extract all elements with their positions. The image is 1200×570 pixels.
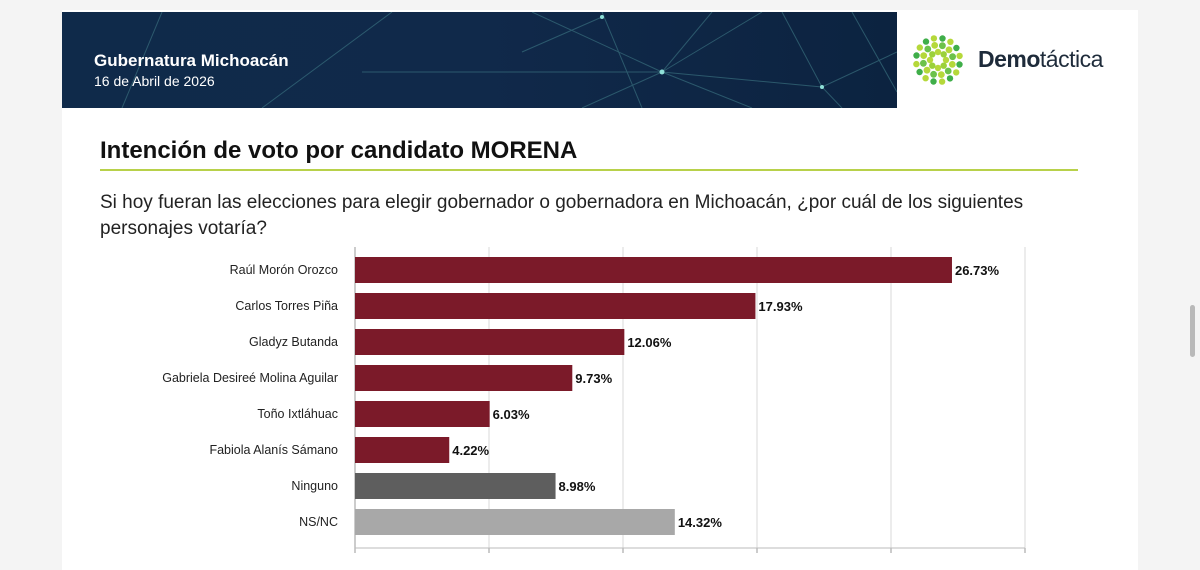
category-label: NS/NC [299, 515, 338, 529]
brand-name-light: táctica [1039, 46, 1103, 72]
logo-dot [916, 68, 923, 76]
logo-dot [939, 42, 946, 50]
logo-dot [931, 42, 939, 49]
data-label: 26.73% [955, 263, 1000, 278]
logo-dot [937, 71, 945, 78]
header-title: Gubernatura Michoacán [94, 51, 289, 70]
logo-dot [929, 51, 936, 58]
logo-dot [944, 67, 952, 75]
data-label: 8.98% [559, 479, 596, 494]
bar-chart: Raúl Morón Orozco 26.73% Carlos Torres Piñ… [162, 247, 1026, 553]
logo-dot [923, 66, 931, 74]
data-label: 9.73% [575, 371, 612, 386]
logo-dot [940, 62, 947, 69]
bar [355, 365, 573, 391]
logo-dot [930, 70, 937, 78]
logo-dot [946, 75, 954, 82]
logo-dot [922, 75, 929, 82]
logo-dot [922, 38, 930, 45]
category-label: Gladyz Butanda [249, 335, 338, 349]
logo-dot [934, 48, 942, 56]
brand-name-bold: Demo [978, 46, 1040, 72]
title-underline [100, 169, 1078, 171]
category-label: Ninguno [291, 479, 338, 493]
logo-dot [956, 61, 963, 68]
logo-dot [929, 62, 936, 69]
logo-dot [930, 35, 938, 42]
data-label: 14.32% [678, 515, 723, 530]
data-label: 17.93% [758, 299, 803, 314]
logo-dot [934, 64, 942, 72]
logo-dot [913, 52, 920, 59]
network-pattern [121, 12, 897, 108]
category-label: Raúl Morón Orozco [230, 263, 338, 277]
category-label: Toño Ixtláhuac [257, 407, 338, 421]
logo-dot [953, 69, 960, 76]
data-label: 6.03% [493, 407, 530, 422]
logo-dot [920, 59, 927, 67]
category-label: Fabiola Alanís Sámano [209, 443, 338, 457]
survey-question: Si hoy fueran las elecciones para elegir… [100, 192, 1024, 239]
logo-dot [947, 38, 954, 45]
logo-dot [916, 44, 923, 51]
logo-dot [940, 51, 947, 58]
scrollbar[interactable] [1190, 305, 1195, 357]
logo-dot [948, 61, 956, 68]
data-label: 12.06% [627, 335, 672, 350]
header-banner: Gubernatura Michoacán 16 de Abril de 202… [62, 12, 897, 108]
logo-dot [938, 78, 946, 85]
logo-dot [930, 78, 937, 85]
header-date: 16 de Abril de 2026 [94, 73, 215, 89]
bar [355, 473, 556, 499]
logo-dot [949, 53, 956, 61]
chart-title: Intención de voto por candidato MORENA [100, 137, 578, 164]
logo-dot [926, 56, 934, 64]
bar [355, 293, 756, 319]
logo-dot [924, 45, 932, 53]
logo-dot [920, 52, 928, 59]
category-label: Carlos Torres Piña [235, 299, 338, 313]
logo-dot [953, 44, 960, 52]
bar [355, 329, 625, 355]
logo-dot [945, 46, 953, 54]
logo-dot [939, 35, 946, 42]
bar [355, 509, 675, 535]
brand-name: Demotáctica [978, 46, 1103, 73]
bar [355, 437, 450, 463]
category-label: Gabriela Desireé Molina Aguilar [162, 371, 338, 385]
bar [355, 257, 952, 283]
data-label: 4.22% [452, 443, 489, 458]
logo-dot [956, 52, 963, 60]
green-dot-flower-logo-icon [913, 35, 963, 85]
bar [355, 401, 490, 427]
logo-dot [942, 56, 950, 64]
logo-dot [913, 60, 920, 68]
